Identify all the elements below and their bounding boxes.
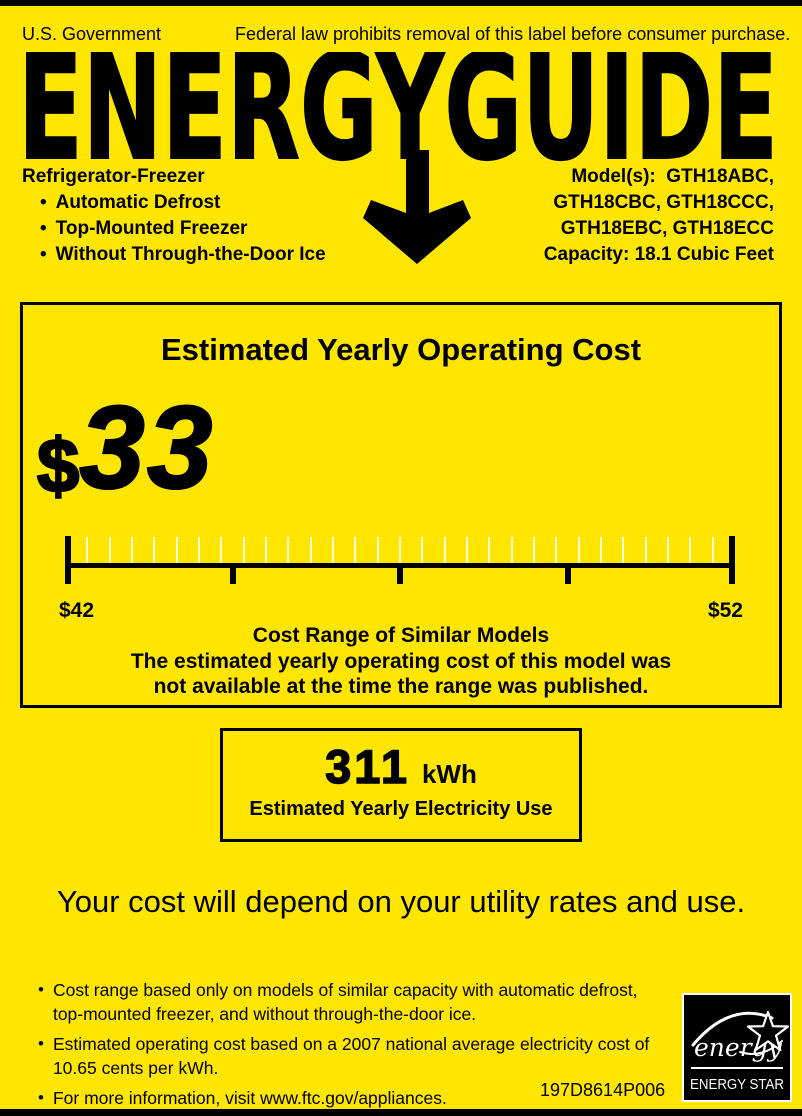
scale-minor-tick (376, 537, 379, 563)
bullet-icon: • (38, 1034, 44, 1053)
feature-label: Automatic Defrost (55, 192, 221, 213)
product-description: Refrigerator-Freezer • Automatic Defrost… (22, 164, 326, 268)
top-border (0, 0, 802, 6)
scale-minor-tick (488, 537, 491, 563)
energy-star-wordmark: ENERGY STAR (690, 1076, 784, 1093)
scale-minor-tick (555, 537, 558, 563)
scale-minor-tick (622, 537, 625, 563)
scale-min-tick (65, 536, 71, 584)
footnote-item: • For more information, visit www.ftc.go… (38, 1086, 653, 1110)
scale-min-label: $42 (59, 599, 95, 622)
energyguide-wordmark: ENERGYGUIDE (18, 52, 779, 166)
footnote-text: For more information, visit www.ftc.gov/… (52, 1088, 447, 1108)
footnote-text: Estimated operating cost based on a 2007… (52, 1034, 650, 1078)
scale-minor-tick (131, 537, 133, 563)
scale-minor-tick (220, 537, 223, 563)
scale-minor-tick (443, 537, 446, 563)
scale-max-tick (729, 536, 735, 584)
scale-minor-tick (399, 537, 401, 563)
utility-rates-note: Your cost will depend on your utility ra… (56, 884, 746, 919)
model-line: GTH18EBC, GTH18ECC (560, 218, 774, 239)
electricity-use-box: 311 kWh Estimated Yearly Electricity Use (220, 728, 582, 842)
scale-minor-tick (354, 537, 357, 563)
bullet-icon: • (38, 980, 44, 999)
electricity-value-row: 311 kWh (223, 740, 579, 793)
scale-minor-tick (711, 537, 714, 563)
footnote-text: Cost range based only on models of simil… (52, 980, 638, 1024)
scale-minor-tick (86, 537, 89, 563)
scale-minor-tick (600, 537, 602, 563)
label-part-number: 197D8614P006 (540, 1080, 666, 1100)
model-info: Model(s): GTH18ABC, GTH18CBC, GTH18CCC, … (544, 164, 774, 268)
bullet-icon: • (40, 218, 47, 239)
model-line: Model(s): GTH18ABC, (571, 166, 774, 187)
bullet-icon: • (40, 244, 47, 265)
scale-minor-tick (533, 537, 535, 563)
scale-minor-tick (667, 537, 669, 563)
scale-minor-tick (421, 537, 424, 563)
scale-threequarter-tick (564, 566, 571, 584)
bottom-border (0, 1109, 802, 1116)
scale-minor-tick (287, 537, 290, 563)
footnote-item: • Estimated operating cost based on a 20… (38, 1032, 653, 1080)
scale-note-line2: not available at the time the range was … (153, 675, 649, 698)
feature-item: • Top-Mounted Freezer (40, 216, 326, 242)
product-type: Refrigerator-Freezer (22, 166, 205, 187)
scale-note-line1: The estimated yearly operating cost of t… (130, 650, 672, 673)
currency-symbol: $ (36, 424, 81, 509)
scale-minor-tick (242, 537, 245, 563)
scale-caption: Cost Range of Similar Models (252, 624, 550, 647)
scale-minor-tick (510, 537, 513, 563)
scale-minor-tick (466, 537, 468, 563)
electricity-use-label: Estimated Yearly Electricity Use (249, 798, 553, 820)
scale-minor-tick (577, 537, 580, 563)
scale-half-tick (397, 566, 403, 584)
scale-minor-tick (309, 537, 312, 563)
feature-item: • Automatic Defrost (40, 190, 326, 216)
energy-star-arc (691, 1011, 774, 1047)
down-arrow-icon (363, 150, 471, 264)
bullet-icon: • (38, 1088, 44, 1107)
cost-value: 33 (78, 382, 215, 514)
energy-star-logo: energy ENERGY STAR (682, 993, 792, 1102)
star-icon (746, 1010, 790, 1052)
scale-axis-line (65, 563, 735, 568)
scale-minor-tick (265, 537, 267, 563)
government-text: U.S. Government (22, 24, 162, 44)
kwh-value: 311 (324, 740, 410, 793)
bullet-icon: • (40, 192, 47, 213)
scale-minor-tick (175, 537, 178, 563)
yearly-cost-amount: $ 33 (36, 382, 215, 514)
feature-label: Without Through-the-Door Ice (55, 244, 326, 265)
scale-minor-tick (332, 537, 334, 563)
scale-quarter-tick (229, 566, 236, 584)
feature-label: Top-Mounted Freezer (55, 218, 248, 239)
footnotes: • Cost range based only on models of sim… (38, 978, 653, 1116)
capacity-line: Capacity: 18.1 Cubic Feet (543, 244, 774, 265)
feature-item: • Without Through-the-Door Ice (40, 242, 326, 268)
model-line: GTH18CBC, GTH18CCC, (553, 192, 774, 213)
energyguide-text: ENERGYGUIDE (18, 52, 778, 166)
kwh-unit: kWh (421, 759, 477, 789)
scale-minor-tick (689, 537, 692, 563)
footnote-item: • Cost range based only on models of sim… (38, 978, 653, 1026)
federal-notice-text: Federal law prohibits removal of this la… (235, 24, 791, 44)
cost-range-scale (65, 536, 735, 584)
operating-cost-box: Estimated Yearly Operating Cost $ 33 $42… (20, 302, 782, 708)
scale-minor-tick (108, 537, 111, 563)
cost-box-title: Estimated Yearly Operating Cost (160, 332, 642, 367)
scale-minor-tick (153, 537, 156, 563)
scale-max-label: $52 (707, 599, 743, 622)
scale-minor-tick (644, 537, 647, 563)
scale-minor-tick (198, 537, 200, 563)
